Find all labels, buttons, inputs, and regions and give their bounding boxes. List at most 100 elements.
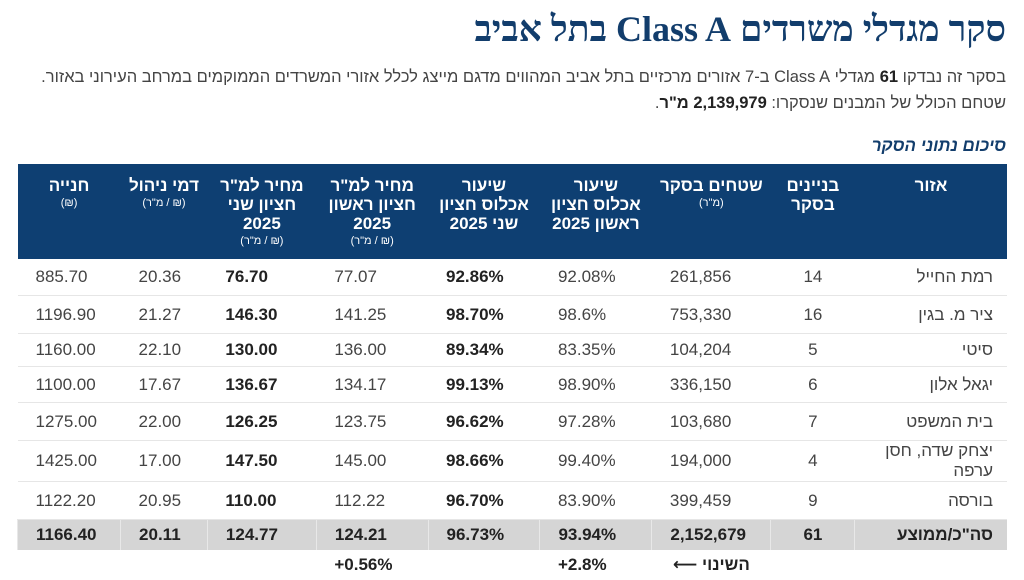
table-row: ציר מ. בגין 16 753,330 98.6% 98.70% 141.25 146… — [17, 295, 1007, 334]
total-cell: 2,152,679 — [651, 519, 771, 550]
table-cell: 136.00 — [316, 333, 429, 367]
table-row: רמת החייל 14 261,856 92.08% 92.86% 77.07 76.70… — [17, 259, 1007, 296]
table-cell: 14 — [770, 259, 855, 296]
column-unit: (₪ / מ"ר) — [350, 235, 394, 247]
table-cell: 20.95 — [120, 481, 208, 520]
column-header: מחיר למ"ר חציון שני 2025 (₪ / מ"ר) — [207, 164, 317, 259]
table-cell: 104,204 — [651, 333, 771, 367]
table-cell: 753,330 — [651, 295, 771, 334]
table-cell: 6 — [770, 366, 855, 403]
area-name: בית המשפט — [854, 402, 1007, 441]
empty-cell — [207, 550, 317, 580]
table-cell: 1196.90 — [17, 295, 121, 334]
table-cell: 147.50 — [207, 440, 317, 482]
table-cell: 1425.00 — [17, 440, 121, 482]
table-cell: 110.00 — [207, 481, 317, 520]
table-cell: 89.34% — [428, 333, 540, 367]
empty-cell — [770, 550, 855, 580]
column-unit: (₪ / מ"ר) — [142, 197, 186, 209]
table-cell: 83.90% — [539, 481, 652, 520]
table-row: בית המשפט 7 103,680 97.28% 96.62% 123.75 126.2… — [17, 402, 1007, 441]
intro-text-part: בסקר זה נבדקו — [898, 68, 1006, 86]
table-row: יצחק שדה, חסן ערפה 4 194,000 99.40% 98.66% 14… — [17, 440, 1007, 482]
column-header: מחיר למ"ר חציון ראשון 2025 (₪ / מ"ר) — [316, 164, 429, 259]
section-heading: סיכום נתוני הסקר — [871, 136, 1006, 155]
change-value: +0.56% — [316, 550, 429, 580]
table-cell: 98.90% — [539, 366, 652, 403]
table-cell: 98.70% — [428, 295, 540, 334]
area-name: בורסה — [854, 481, 1007, 520]
column-label: דמי ניהול — [128, 176, 199, 195]
total-cell: 96.73% — [427, 519, 540, 550]
area-name: יגאל אלון — [854, 366, 1007, 403]
table-cell: 126.25 — [207, 402, 317, 441]
table-cell: 22.10 — [120, 333, 208, 367]
change-label-text: השינוי — [701, 555, 750, 574]
table-cell: 1100.00 — [17, 366, 121, 403]
column-unit: (₪ / מ"ר) — [240, 235, 284, 247]
table-cell: 99.40% — [539, 440, 652, 482]
table-cell: 134.17 — [316, 366, 429, 403]
table-cell: 17.67 — [120, 366, 208, 403]
table-cell: 7 — [770, 402, 855, 441]
table-cell: 98.66% — [428, 440, 540, 482]
empty-cell — [854, 550, 1007, 580]
column-label: חנייה — [48, 176, 90, 195]
table-cell: 98.6% — [539, 295, 652, 334]
table-row: בורסה 9 399,459 83.90% 96.70% 112.22 110.00 20.… — [17, 481, 1007, 520]
table-cell: 130.00 — [207, 333, 317, 367]
table-cell: 20.36 — [120, 259, 208, 296]
intro-text-part: . — [654, 94, 660, 112]
table-cell: 145.00 — [316, 440, 429, 482]
total-cell: סה"כ/ממוצע — [854, 519, 1007, 550]
table-cell: 146.30 — [207, 295, 317, 334]
table-cell: 336,150 — [651, 366, 771, 403]
table-cell: 261,856 — [651, 259, 771, 296]
page-title: סקר מגדלי משרדים Class A בתל אביב — [474, 9, 1006, 49]
column-label: שיעור אכלוס חציון שני 2025 — [439, 176, 529, 233]
arrow-left-icon: ⟵ — [672, 555, 702, 574]
column-header: אזור — [854, 164, 1007, 259]
table-cell: 1275.00 — [17, 402, 121, 441]
table-cell: 141.25 — [316, 295, 429, 334]
change-label: השינוי ⟵ — [651, 550, 771, 580]
table-cell: 96.70% — [428, 481, 540, 520]
table-cell: 76.70 — [207, 259, 317, 296]
column-label: בניינים בסקר — [786, 176, 840, 214]
table-cell: 885.70 — [17, 259, 121, 296]
table-cell: 83.35% — [539, 333, 652, 367]
table-cell: 123.75 — [316, 402, 429, 441]
table-cell: 97.28% — [539, 402, 652, 441]
table-cell: 399,459 — [651, 481, 771, 520]
table-cell: 77.07 — [316, 259, 429, 296]
table-cell: 5 — [770, 333, 855, 367]
table-cell: 4 — [770, 440, 855, 482]
column-header: בניינים בסקר — [770, 164, 855, 259]
table-row: סיטי 5 104,204 83.35% 89.34% 136.00 130.00 22.1… — [17, 333, 1007, 367]
area-name: סיטי — [854, 333, 1007, 367]
table-cell: 103,680 — [651, 402, 771, 441]
table-cell: 9 — [770, 481, 855, 520]
table-row: יגאל אלון 6 336,150 98.90% 99.13% 134.17 136.6… — [17, 366, 1007, 403]
table-cell: 99.13% — [428, 366, 540, 403]
column-unit: (₪) — [60, 197, 78, 209]
empty-cell — [120, 550, 208, 580]
table-cell: 22.00 — [120, 402, 208, 441]
area-name: יצחק שדה, חסן ערפה — [854, 440, 1007, 482]
total-cell: 93.94% — [539, 519, 652, 550]
column-header: שיעור אכלוס חציון ראשון 2025 — [539, 164, 652, 259]
intro-text-part: מגדלי Class A ב-7 אזורים מרכזיים בתל אבי… — [41, 68, 880, 86]
table-cell: 92.86% — [428, 259, 540, 296]
total-row: סה"כ/ממוצע 61 2,152,679 93.94% 96.73% 124.21 1… — [16, 519, 1007, 550]
total-cell: 1166.40 — [16, 519, 121, 550]
column-label: מחיר למ"ר חציון שני 2025 — [220, 176, 304, 233]
column-label: שטחים בסקר — [659, 176, 763, 195]
change-row: השינוי ⟵ +2.8% +0.56% — [17, 550, 1007, 580]
tower-count: 61 — [879, 68, 899, 86]
column-label: אזור — [914, 176, 948, 195]
table-header: אזור בניינים בסקר שטחים בסקר (מ"ר) שיעור אכל… — [17, 164, 1007, 259]
column-header: שטחים בסקר (מ"ר) — [651, 164, 771, 259]
table-cell: 194,000 — [651, 440, 771, 482]
intro-text-part: שטחם הכולל של המבנים שנסקרו: — [766, 94, 1006, 112]
column-header: שיעור אכלוס חציון שני 2025 — [428, 164, 540, 259]
